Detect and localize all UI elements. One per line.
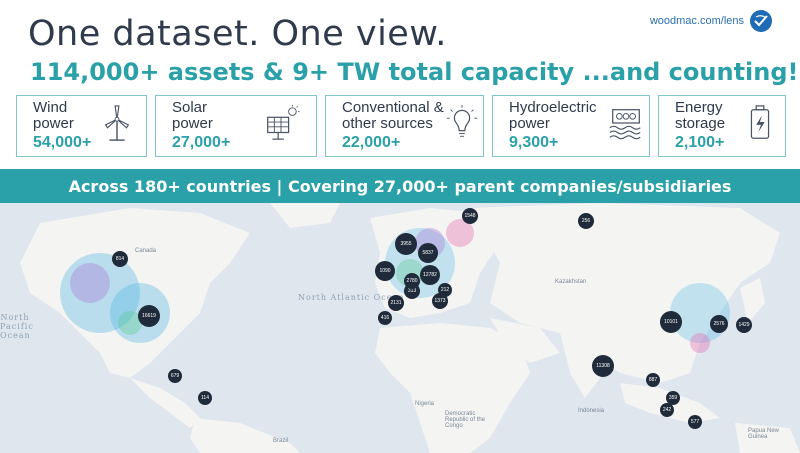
card-hydro: Hydroelectric power 9,300+	[492, 95, 650, 157]
card-value: 54,000+	[33, 134, 92, 151]
map-cluster[interactable]: 12782	[420, 265, 440, 285]
battery-icon	[750, 105, 770, 139]
lightbulb-icon	[446, 104, 478, 137]
map-cluster[interactable]: 679	[168, 369, 182, 383]
map-cluster[interactable]: 2576	[710, 315, 728, 333]
map-cluster[interactable]: 2780	[404, 273, 420, 289]
map-land	[20, 203, 800, 453]
card-label: Conventional & other sources	[342, 99, 444, 132]
brand-url[interactable]: woodmac.com/lens	[649, 15, 744, 27]
map-cluster[interactable]: 10101	[660, 311, 682, 333]
card-wind: Wind power 54,000+	[16, 95, 147, 157]
woodmac-logo-icon	[750, 10, 772, 32]
world-map[interactable]: North Atlantic Ocean North Pacific Ocean…	[0, 203, 800, 453]
map-cluster[interactable]: 887	[646, 373, 660, 387]
solar-panel-icon	[267, 104, 300, 140]
map-cluster[interactable]: 114	[198, 391, 212, 405]
stat-cards: Wind power 54,000+ Solar power 27,000+ C…	[16, 95, 786, 157]
map-cluster[interactable]: 1548	[462, 208, 478, 224]
map-cluster[interactable]: 256	[578, 213, 594, 229]
card-value: 27,000+	[172, 134, 231, 151]
map-cluster[interactable]: 814	[112, 251, 128, 267]
card-label: Hydroelectric power	[509, 99, 597, 132]
map-cluster[interactable]: 1373	[432, 293, 448, 309]
place-label: Canada	[135, 248, 157, 254]
card-value: 9,300+	[509, 134, 559, 151]
card-label: Solar power	[172, 99, 213, 132]
place-label: Nigeria	[415, 401, 435, 407]
map-cluster[interactable]: 1090	[375, 261, 395, 281]
map-cluster[interactable]: 359	[666, 391, 680, 405]
ocean-label: North Pacific Ocean	[0, 313, 34, 340]
coverage-banner: Across 180+ countries | Covering 27,000+…	[0, 169, 800, 203]
map-cluster[interactable]: 577	[688, 415, 702, 429]
map-cluster[interactable]: 5837	[418, 243, 438, 263]
map-cluster[interactable]: 416	[378, 311, 392, 325]
place-label: Indonesia	[578, 408, 605, 414]
card-value: 2,100+	[675, 134, 725, 151]
wind-turbine-icon	[104, 105, 130, 141]
card-storage: Energy storage 2,100+	[658, 95, 786, 157]
ocean-label: North Atlantic Ocean	[298, 293, 405, 302]
card-solar: Solar power 27,000+	[155, 95, 317, 157]
place-label: Papua New Guinea	[748, 428, 780, 440]
map-cluster[interactable]: 11308	[592, 355, 614, 377]
card-value: 22,000+	[342, 134, 401, 151]
card-label: Energy storage	[675, 99, 726, 132]
card-label: Wind power	[33, 99, 74, 132]
headline: One dataset. One view.	[28, 14, 447, 54]
map-cluster[interactable]: 3955	[395, 233, 417, 255]
place-label: Brazil	[273, 438, 289, 444]
place-label: Democratic Republic of the Congo	[445, 411, 486, 429]
subheadline: 114,000+ assets & 9+ TW total capacity .…	[30, 58, 799, 86]
place-label: Kazakhstan	[555, 279, 587, 285]
hydro-dam-icon	[609, 109, 641, 140]
map-cluster[interactable]: 1429	[736, 317, 752, 333]
map-cluster[interactable]: 2131	[388, 295, 404, 311]
brand[interactable]: woodmac.com/lens	[650, 10, 772, 32]
map-cluster[interactable]: 242	[660, 403, 674, 417]
card-conventional: Conventional & other sources 22,000+	[325, 95, 484, 157]
map-cluster[interactable]: 16619	[138, 305, 160, 327]
